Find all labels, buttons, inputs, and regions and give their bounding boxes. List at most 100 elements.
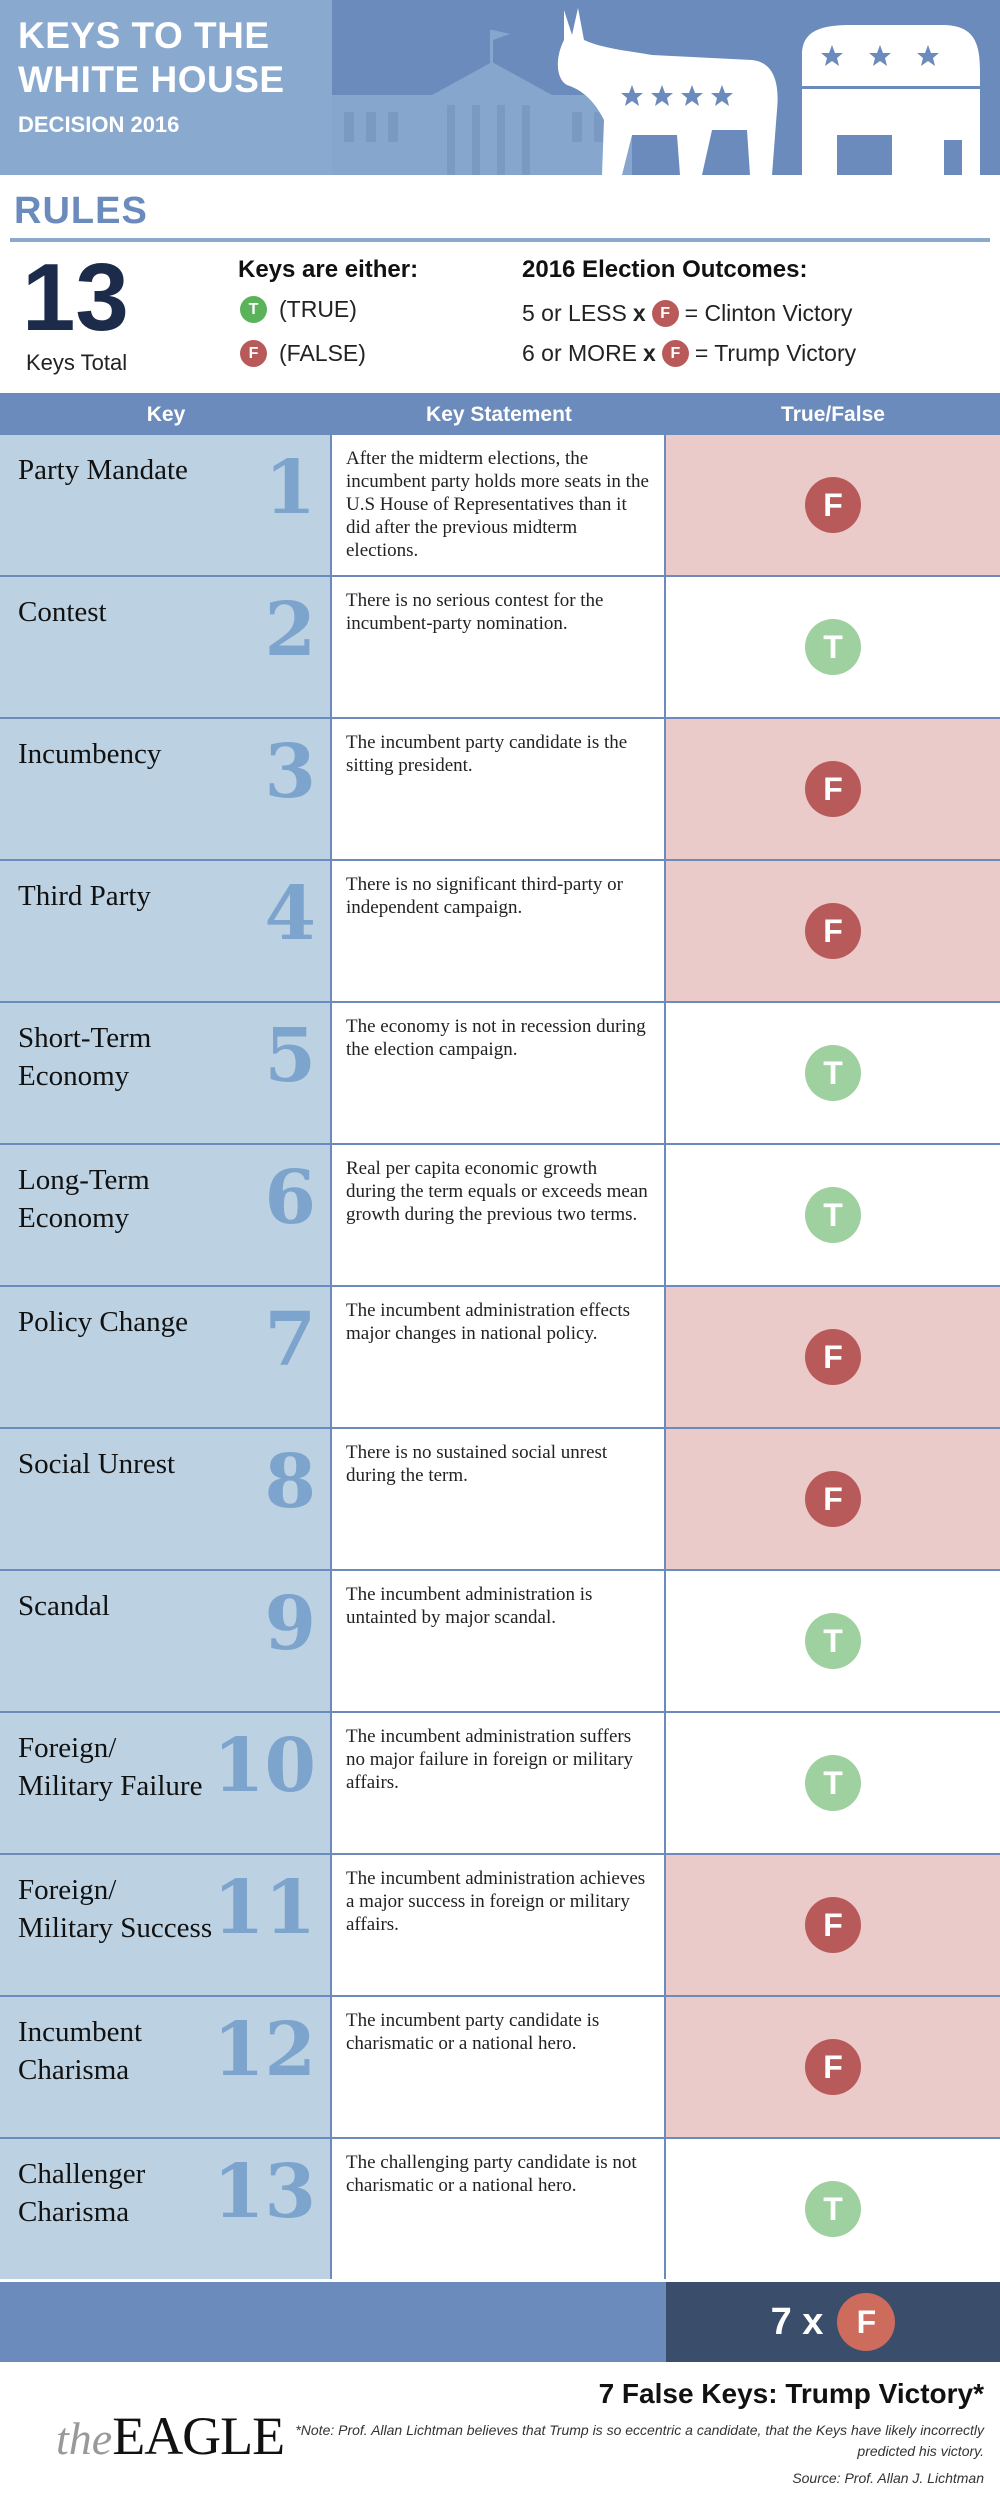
source-credit: Source: Prof. Allan J. Lichtman [792,2470,984,2486]
banner: KEYS TO THE WHITE HOUSE DECISION 2016 [0,0,1000,175]
true-false-cell: T [666,1571,1000,1711]
true-badge-icon: T [805,2181,861,2237]
true-false-cell: T [666,2139,1000,2279]
the-eagle-logo: theEAGLE [56,2405,285,2467]
rules-heading: RULES [14,190,148,232]
key-cell: Incumbent Charisma 12 [0,1997,332,2137]
key-statement: The incumbent administration achieves a … [332,1855,666,1995]
key-name: Long-Term Economy [18,1164,150,1234]
legend-true-label: (TRUE) [279,296,357,322]
key-name: Foreign/ Military Success [18,1874,213,1944]
key-statement: The incumbent party candidate is the sit… [332,719,666,859]
table-row: Incumbency 3 The incumbent party candidate… [0,717,1000,859]
footnote: *Note: Prof. Allan Lichtman believes tha… [295,2422,984,2459]
outcomes-title: 2016 Election Outcomes: [522,256,808,283]
key-statement: There is no serious contest for the incu… [332,577,666,717]
table-header: Key Key Statement True/False [0,397,1000,433]
key-name: Foreign/ Military Failure [18,1732,203,1802]
key-cell: Foreign/ Military Success 11 [0,1855,332,1995]
true-badge-icon: T [805,619,861,675]
true-false-cell: F [666,1429,1000,1569]
key-name: Social Unrest [18,1448,176,1480]
true-false-cell: F [666,861,1000,1001]
table-row: Foreign/ Military Success 11 The incumbent… [0,1853,1000,1995]
white-house-icon [332,30,632,175]
false-badge-icon: F [805,477,861,533]
logo-name: EAGLE [112,2406,285,2466]
outcome-trump: 6 or MORE x F = Trump Victory [522,340,856,367]
summary-count-text: 7 x [770,2300,824,2343]
key-cell: Third Party 4 [0,861,332,1001]
key-statement: The incumbent administration is untainte… [332,1571,666,1711]
banner-title-line1: KEYS TO THE [18,15,270,56]
header-true-false: True/False [781,403,885,426]
false-badge-icon: F [805,761,861,817]
key-name: Challenger Charisma [18,2158,146,2228]
keys-table: Key Key Statement True/False Party Manda… [0,397,1000,2279]
rules-divider [10,238,990,242]
legend-true: T (TRUE) [240,296,357,323]
key-number: 9 [264,1581,317,1667]
key-name: Contest [18,596,107,628]
false-badge-icon: F [805,1897,861,1953]
summary-bar: 7 x F [0,2282,1000,2362]
key-name: Incumbency [18,738,162,770]
table-body: Party Mandate 1 After the midterm election… [0,433,1000,2279]
key-cell: Policy Change 7 [0,1287,332,1427]
key-statement: The incumbent administration suffers no … [332,1713,666,1853]
table-row: Contest 2 There is no serious contest for … [0,575,1000,717]
legend-false: F (FALSE) [240,340,366,367]
times-icon: x [643,340,656,366]
true-badge-icon: T [805,1187,861,1243]
verdict-text: 7 False Keys: Trump Victory* [598,2378,984,2409]
false-badge-icon: F [240,340,267,367]
summary-count: 7 x F [666,2282,1000,2362]
legend-false-label: (FALSE) [279,340,366,366]
false-badge-icon: F [805,2039,861,2095]
key-statement: The incumbent administration effects maj… [332,1287,666,1427]
table-row: Social Unrest 8 There is no sustained soci… [0,1427,1000,1569]
elephant-icon [800,25,980,175]
key-cell: Incumbency 3 [0,719,332,859]
false-badge-icon: F [805,1329,861,1385]
key-statement: The economy is not in recession during t… [332,1003,666,1143]
key-number: 13 [213,2149,316,2235]
times-icon: x [632,300,646,326]
true-false-cell: F [666,719,1000,859]
header-key: Key [146,403,186,426]
true-false-cell: T [666,577,1000,717]
true-false-cell: T [666,1145,1000,1285]
key-number: 11 [213,1865,316,1951]
key-number: 6 [264,1155,317,1241]
false-badge-icon: F [805,1471,861,1527]
true-badge-icon: T [805,1613,861,1669]
false-badge-icon: F [805,903,861,959]
key-cell: Foreign/ Military Failure 10 [0,1713,332,1853]
banner-title-panel: KEYS TO THE WHITE HOUSE DECISION 2016 [0,0,332,175]
summary-spacer [0,2282,666,2362]
key-name: Scandal [18,1590,110,1622]
true-badge-icon: T [805,1045,861,1101]
key-number: 10 [213,1723,316,1809]
table-row: Incumbent Charisma 12 The incumbent party … [0,1995,1000,2137]
table-row: Policy Change 7 The incumbent administrati… [0,1285,1000,1427]
donkey-icon [557,8,778,175]
table-row: Long-Term Economy 6 Real per capita econom… [0,1143,1000,1285]
key-cell: Scandal 9 [0,1571,332,1711]
true-false-cell: T [666,1713,1000,1853]
key-name: Party Mandate [18,454,188,486]
key-number: 4 [264,871,317,957]
keys-total-number: 13 [22,244,129,351]
banner-title: KEYS TO THE WHITE HOUSE [18,14,285,102]
logo-the: the [56,2413,113,2464]
table-row: Short-Term Economy 5 The economy is not in… [0,1001,1000,1143]
key-number: 12 [213,2007,316,2093]
key-number: 2 [264,587,317,673]
outcome-clinton-threshold: 5 or LESS [522,300,627,326]
true-false-cell: F [666,1287,1000,1427]
key-number: 1 [264,445,317,531]
true-false-cell: F [666,435,1000,575]
table-row: Foreign/ Military Failure 10 The incumbent… [0,1711,1000,1853]
key-number: 7 [264,1297,317,1383]
key-statement: The challenging party candidate is not c… [332,2139,666,2279]
